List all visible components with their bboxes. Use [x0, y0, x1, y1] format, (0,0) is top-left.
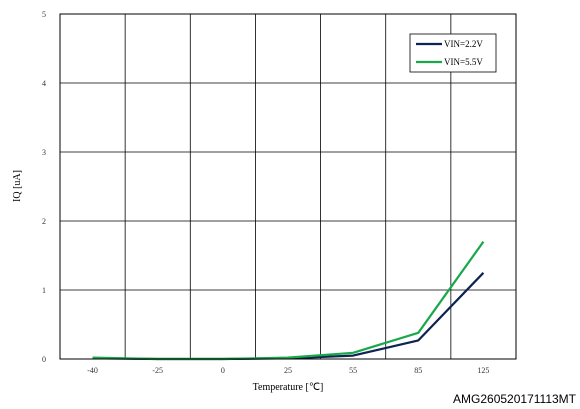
x-tick-label: -40: [87, 366, 98, 375]
y-tick-label: 4: [42, 79, 46, 88]
reference-code: AMG260520171113MT: [453, 392, 577, 406]
legend-label: VIN=5.5V: [444, 57, 483, 67]
y-tick-label: 0: [42, 355, 46, 364]
y-tick-label: 5: [42, 10, 46, 19]
x-tick-label: 0: [221, 366, 225, 375]
y-tick-label: 3: [42, 148, 46, 157]
y-tick-label: 2: [42, 217, 46, 226]
legend: VIN=2.2V VIN=5.5V: [409, 33, 497, 73]
plot-frame: [59, 13, 517, 360]
y-axis-label: IQ [uA]: [12, 170, 23, 202]
legend-label: VIN=2.2V: [444, 39, 483, 49]
series-line: [92, 272, 485, 361]
x-tick-label: -25: [152, 366, 163, 375]
x-axis-label: Temperature [℃]: [253, 382, 324, 393]
legend-box: [409, 33, 497, 73]
y-ticks: 0 1 2 3 4 5: [42, 10, 46, 364]
series-lines: [92, 241, 485, 361]
x-ticks: -40 -25 0 25 55 85 125: [87, 366, 489, 375]
x-tick-label: 55: [349, 366, 357, 375]
y-tick-label: 1: [42, 286, 46, 295]
x-tick-label: 85: [414, 366, 422, 375]
x-tick-label: 125: [477, 366, 489, 375]
series-line: [92, 241, 485, 361]
x-tick-label: 25: [284, 366, 292, 375]
